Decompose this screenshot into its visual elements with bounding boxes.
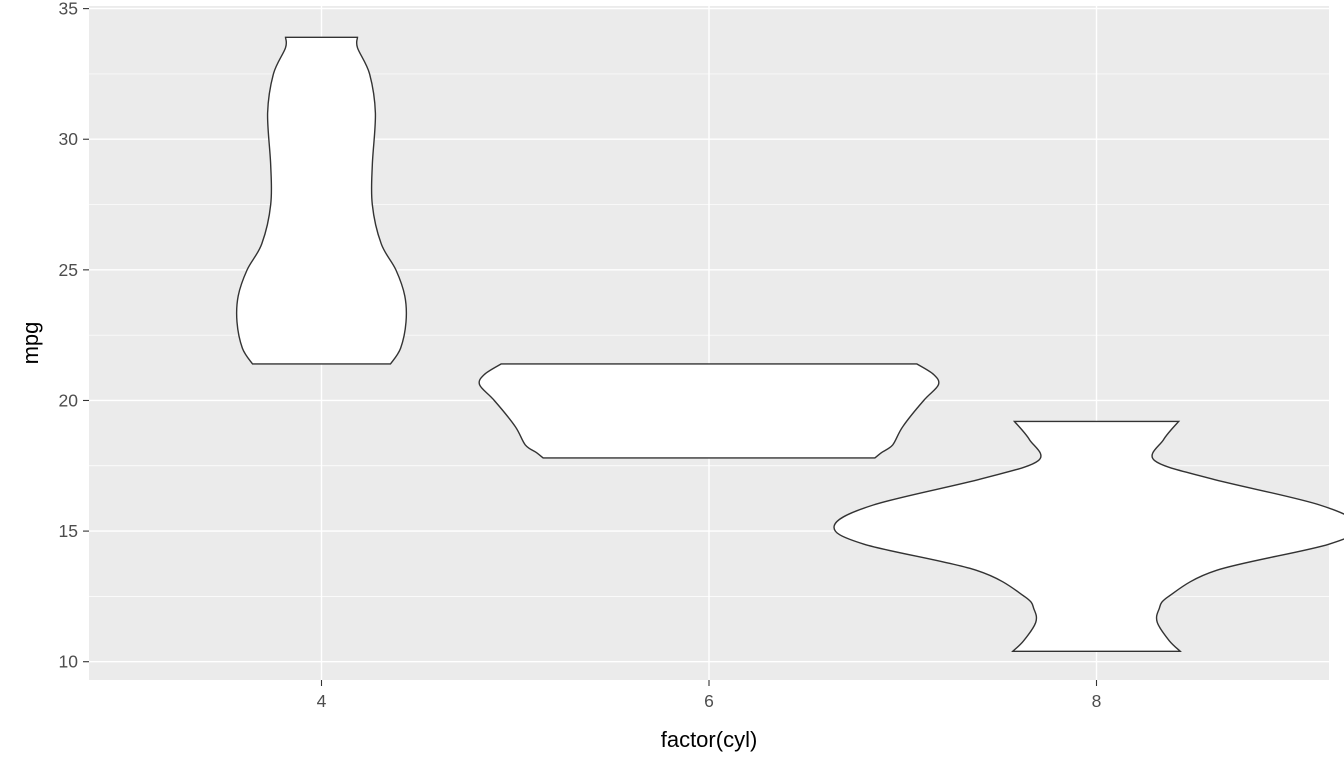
x-axis-title: factor(cyl): [661, 727, 758, 752]
x-tick-label: 6: [704, 691, 714, 711]
y-tick-label: 35: [59, 0, 78, 19]
y-axis-title: mpg: [18, 322, 43, 365]
y-tick-label: 30: [59, 129, 79, 149]
y-tick-label: 10: [59, 652, 79, 672]
x-tick-label: 4: [317, 691, 327, 711]
x-tick-label: 8: [1092, 691, 1102, 711]
violin-8: [833, 420, 1344, 652]
y-tick-label: 15: [59, 521, 78, 541]
violin-layer: [235, 36, 1344, 652]
violin-6: [478, 363, 940, 459]
x-axis: 4 6 8: [317, 680, 1102, 711]
y-tick-label: 25: [59, 260, 78, 280]
y-axis: 10 15 20 25 30 35: [59, 0, 89, 672]
y-tick-label: 20: [59, 390, 79, 410]
violin-4: [235, 36, 408, 365]
